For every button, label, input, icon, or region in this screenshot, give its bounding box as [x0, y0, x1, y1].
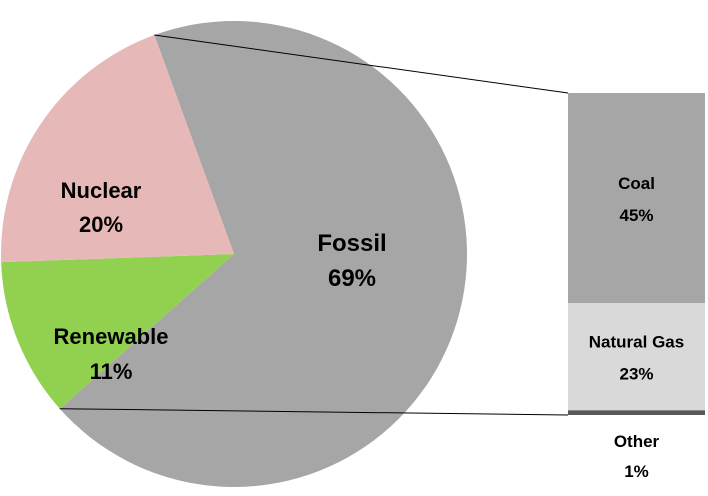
pie-slice-nuclear-label: Nuclear 20% — [61, 178, 142, 237]
pie — [0, 21, 468, 488]
stacked-bar — [568, 93, 705, 415]
connector-lines — [59, 34, 569, 416]
pie-slice-nuclear — [0, 35, 234, 263]
bar-segment-coal-label: Coal 45% — [618, 174, 655, 225]
pie-slice-renewable-label: Renewable 11% — [54, 324, 169, 384]
bar-segment-coal — [568, 93, 705, 303]
bar-segment-natural-gas-label: Natural Gas 23% — [589, 333, 684, 384]
bar-segment-natural-gas — [568, 303, 705, 411]
pie-slice-fossil — [59, 21, 468, 488]
pie-slice-fossil-label: Fossil 69% — [317, 230, 386, 292]
connector-line-bottom — [59, 408, 569, 416]
pie-slice-renewable — [1, 254, 234, 409]
connector-line-top — [154, 34, 569, 94]
data-labels: Fossil 69% Renewable 11% Nuclear 20% Coal 45% Na… — [54, 174, 685, 481]
bar-segment-other-label: Other 1% — [614, 432, 660, 481]
bar-segment-other — [568, 410, 705, 415]
